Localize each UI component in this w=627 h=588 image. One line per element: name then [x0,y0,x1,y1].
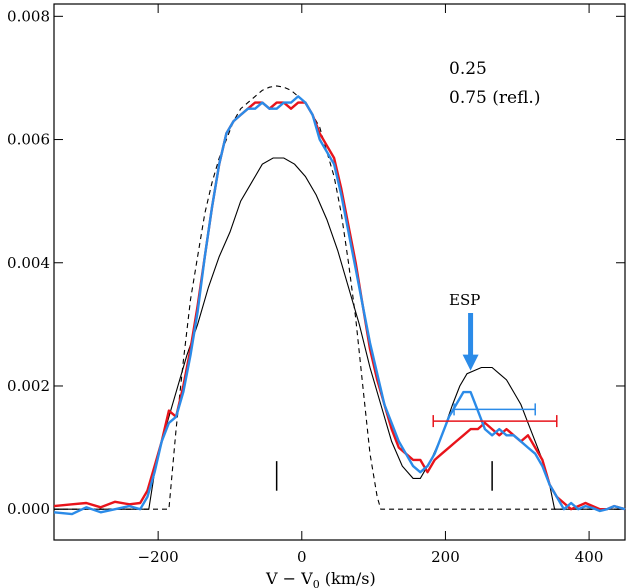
esp-arrow-head [462,354,479,371]
x-axis-label-tail: (km/s) [320,569,376,588]
axis-ticks: −200 0 200 400 0.000 0.002 0.004 0.006 0.008 [7,4,625,566]
x-axis-label-main: V − V [265,569,313,588]
x-tick-label-1: 0 [297,548,307,566]
y-tick-label-3: 0.006 [7,131,50,149]
model-curve-dashed [54,85,625,510]
legend-label-1: 0.75 (refl.) [449,88,540,108]
y-tick-label-1: 0.002 [7,377,50,395]
markers [275,313,558,491]
legend-label-0: 0.25 [449,59,487,79]
series-line-1 [53,95,626,516]
y-tick-label-4: 0.008 [7,7,50,25]
plot-frame [53,3,626,541]
x-tick-label-3: 400 [575,548,604,566]
curves [53,85,626,516]
x-axis-label: V − V0 (km/s) [265,569,376,588]
y-tick-label-2: 0.004 [7,254,50,272]
x-tick-label-0: −200 [138,548,179,566]
series-line-0 [53,101,626,511]
annotation-label: ESP [449,291,480,309]
y-tick-label-0: 0.000 [7,500,50,518]
x-axis-label-subscript: 0 [313,578,320,588]
model-curve-solid [54,157,625,510]
x-tick-label-2: 200 [431,548,460,566]
